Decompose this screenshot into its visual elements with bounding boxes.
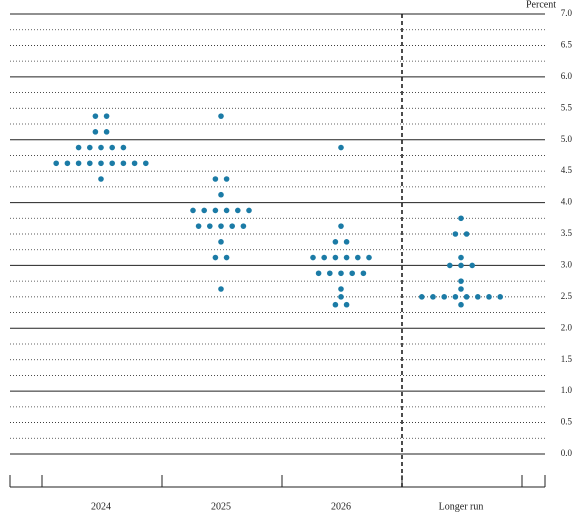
dot: [120, 144, 127, 151]
dot: [349, 270, 356, 277]
y-tick-label: 1.5: [561, 354, 573, 364]
dot: [103, 129, 110, 135]
dot: [343, 301, 350, 308]
dot: [218, 286, 224, 292]
dot: [207, 223, 213, 229]
dot: [212, 176, 219, 182]
dot: [223, 207, 230, 214]
x-tick-label: 2024: [91, 501, 111, 512]
y-tick-label: 5.5: [561, 102, 573, 112]
dot: [497, 294, 504, 300]
dot: [218, 239, 224, 245]
y-tick-label: 0.0: [561, 448, 573, 458]
dot: [458, 286, 464, 292]
dot: [321, 254, 328, 261]
y-tick-label: 2.5: [561, 291, 573, 301]
x-tick-label: 2026: [331, 501, 351, 512]
dot: [218, 191, 224, 198]
dot: [452, 294, 459, 300]
dot: [355, 254, 361, 261]
dot: [338, 286, 344, 292]
dot: [218, 223, 224, 229]
y-tick-label: 0.5: [561, 417, 573, 427]
dot: [92, 129, 99, 135]
dot: [218, 113, 224, 119]
dot: [109, 144, 115, 151]
dot: [338, 270, 344, 277]
dot: [120, 160, 127, 167]
dot: [64, 160, 71, 167]
dot: [75, 144, 82, 151]
y-tick-label: 4.5: [561, 165, 573, 175]
x-tick-label: Longer run: [439, 501, 484, 512]
y-tick-label: 1.0: [561, 385, 573, 395]
dot: [87, 144, 93, 151]
dot: [332, 301, 339, 308]
dot: [229, 223, 235, 229]
dot: [92, 113, 99, 119]
dot: [235, 207, 241, 214]
y-tick-label: 6.5: [561, 39, 573, 49]
dot: [343, 239, 350, 245]
dot: [240, 223, 247, 229]
y-tick-label: 2.0: [561, 322, 573, 332]
dot: [223, 176, 230, 182]
dot: [360, 270, 367, 277]
dot: [212, 254, 219, 261]
y-tick-label: 3.0: [561, 259, 573, 269]
dot: [190, 207, 196, 214]
y-unit-label: Percent: [526, 0, 556, 10]
y-tick-label: 3.5: [561, 228, 573, 238]
dot: [452, 231, 459, 237]
dot: [98, 176, 104, 182]
x-tick-label: 2025: [211, 501, 231, 512]
dot: [458, 301, 464, 308]
dot: [419, 294, 425, 300]
y-tick-label: 5.0: [561, 134, 573, 144]
dot: [212, 207, 219, 214]
dot: [246, 207, 252, 214]
y-tick-label: 4.0: [561, 197, 573, 207]
dot: [458, 215, 464, 222]
dot: [338, 223, 344, 229]
dot: [315, 270, 322, 277]
dot: [475, 294, 481, 300]
dot: [310, 254, 316, 261]
y-tick-label: 7.0: [561, 8, 573, 18]
dot: [53, 160, 59, 167]
dot: [103, 113, 110, 119]
dot: [143, 160, 149, 167]
dot: [332, 254, 339, 261]
dot: [343, 254, 350, 261]
dot: [109, 160, 115, 167]
dot: [98, 144, 104, 151]
dot: [430, 294, 436, 300]
dot: [201, 207, 207, 214]
dot: [195, 223, 202, 229]
dot: [338, 144, 344, 151]
dot: [463, 231, 470, 237]
dot: [486, 294, 492, 300]
dot: [332, 239, 339, 245]
dot: [87, 160, 93, 167]
dot: [458, 254, 464, 261]
dot: [441, 294, 448, 300]
dot: [223, 254, 230, 261]
dot: [338, 294, 344, 300]
dot: [469, 262, 476, 269]
dot: [458, 278, 464, 284]
dot: [327, 270, 333, 277]
dot: [98, 160, 104, 167]
dot: [458, 262, 464, 269]
y-tick-label: 6.0: [561, 71, 573, 81]
dot: [131, 160, 138, 167]
dot: [447, 262, 453, 269]
dot: [463, 294, 470, 300]
dot: [366, 254, 372, 261]
dot: [75, 160, 82, 167]
